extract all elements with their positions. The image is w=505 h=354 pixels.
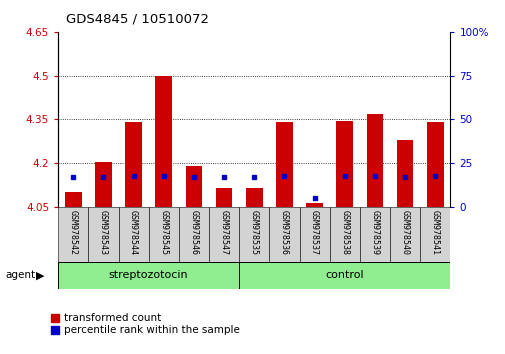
Bar	[426, 122, 443, 207]
Text: GSM978541: GSM978541	[430, 210, 439, 255]
Bar	[396, 140, 413, 207]
Bar	[118, 207, 148, 262]
Text: GSM978535: GSM978535	[249, 210, 258, 255]
Text: GSM978546: GSM978546	[189, 210, 198, 255]
Text: GSM978538: GSM978538	[339, 210, 348, 255]
Bar	[215, 188, 232, 207]
Bar	[366, 114, 382, 207]
Bar	[239, 207, 269, 262]
Bar	[299, 207, 329, 262]
Text: GSM978539: GSM978539	[370, 210, 379, 255]
Text: GSM978545: GSM978545	[159, 210, 168, 255]
Bar	[269, 207, 299, 262]
Bar	[419, 207, 449, 262]
Text: streptozotocin: streptozotocin	[109, 270, 188, 280]
Text: agent: agent	[5, 270, 35, 280]
Bar	[125, 122, 141, 207]
Text: GSM978536: GSM978536	[279, 210, 288, 255]
Bar	[306, 203, 322, 207]
Bar	[185, 166, 202, 207]
Text: GSM978537: GSM978537	[310, 210, 319, 255]
Bar	[329, 207, 359, 262]
Bar	[58, 262, 239, 289]
Bar	[148, 207, 178, 262]
Bar	[178, 207, 209, 262]
Bar	[65, 193, 81, 207]
Bar	[245, 188, 262, 207]
Bar	[155, 76, 172, 207]
Text: GSM978540: GSM978540	[400, 210, 409, 255]
Bar	[209, 207, 239, 262]
Bar	[88, 207, 118, 262]
Bar	[359, 207, 389, 262]
Bar	[276, 122, 292, 207]
Text: control: control	[325, 270, 364, 280]
Text: GSM978544: GSM978544	[129, 210, 138, 255]
Bar	[389, 207, 419, 262]
Text: GSM978547: GSM978547	[219, 210, 228, 255]
Text: ▶: ▶	[36, 270, 45, 280]
Text: GSM978542: GSM978542	[69, 210, 78, 255]
Legend: transformed count, percentile rank within the sample: transformed count, percentile rank withi…	[50, 313, 240, 335]
Text: GSM978543: GSM978543	[99, 210, 108, 255]
Bar	[336, 121, 352, 207]
Text: GDS4845 / 10510072: GDS4845 / 10510072	[66, 12, 209, 25]
Bar	[95, 162, 112, 207]
Bar	[58, 207, 88, 262]
Bar	[239, 262, 449, 289]
